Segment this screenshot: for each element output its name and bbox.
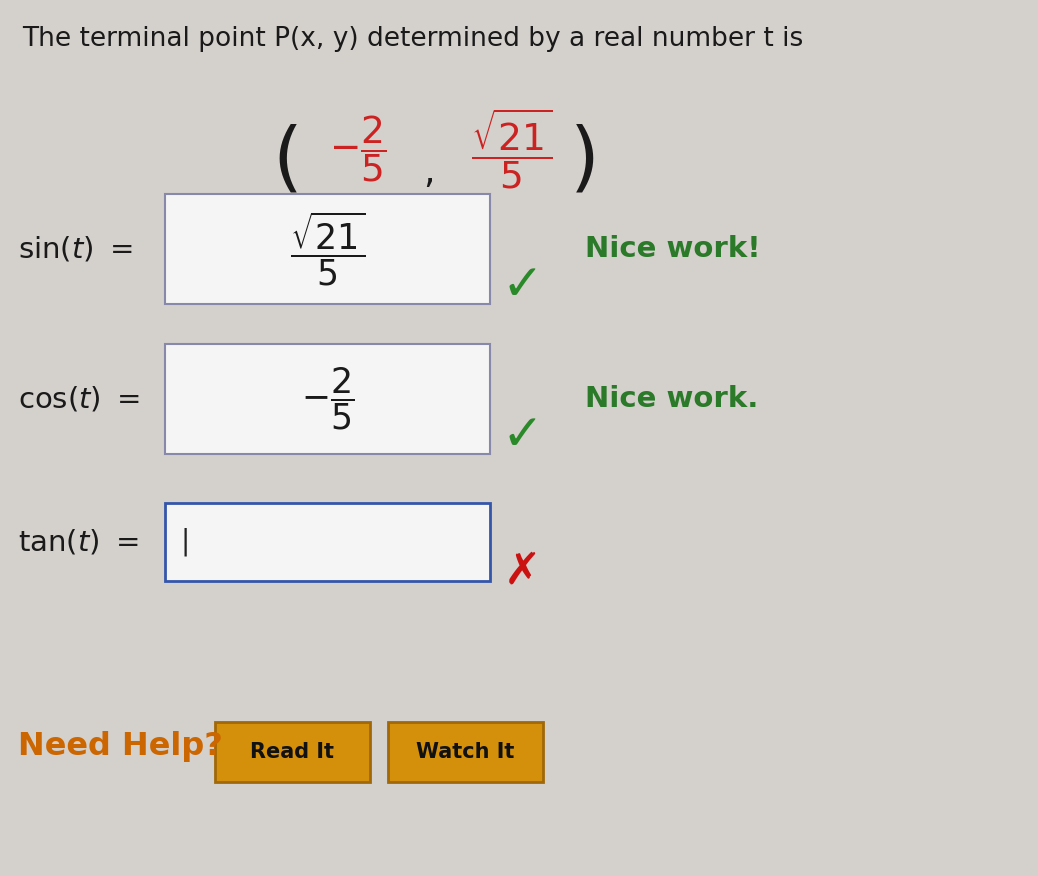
Text: $\dfrac{\sqrt{21}}{5}$: $\dfrac{\sqrt{21}}{5}$ bbox=[471, 107, 552, 192]
FancyBboxPatch shape bbox=[165, 503, 490, 581]
Text: Nice work!: Nice work! bbox=[585, 235, 761, 263]
Text: $-\dfrac{2}{5}$: $-\dfrac{2}{5}$ bbox=[301, 365, 354, 433]
Text: Read It: Read It bbox=[250, 742, 334, 762]
Text: ✓: ✓ bbox=[501, 262, 543, 310]
Text: $\tan(t)\ =$: $\tan(t)\ =$ bbox=[18, 527, 138, 556]
FancyBboxPatch shape bbox=[165, 194, 490, 304]
Text: Nice work.: Nice work. bbox=[585, 385, 759, 413]
Text: $\dfrac{\sqrt{21}}{5}$: $\dfrac{\sqrt{21}}{5}$ bbox=[290, 209, 365, 288]
Text: ✗: ✗ bbox=[503, 549, 541, 592]
Text: ✓: ✓ bbox=[501, 412, 543, 460]
Text: Need Help?: Need Help? bbox=[18, 731, 223, 761]
Text: $)$: $)$ bbox=[570, 124, 595, 198]
Text: $\sin(t)\ =$: $\sin(t)\ =$ bbox=[18, 235, 133, 264]
Text: |: | bbox=[181, 527, 190, 556]
Text: Watch It: Watch It bbox=[416, 742, 515, 762]
FancyBboxPatch shape bbox=[215, 722, 370, 782]
FancyBboxPatch shape bbox=[165, 344, 490, 454]
Text: The terminal point P(x, y) determined by a real number t is: The terminal point P(x, y) determined by… bbox=[22, 26, 803, 52]
Text: $\cos(t)\ =$: $\cos(t)\ =$ bbox=[18, 385, 140, 413]
Text: $,$: $,$ bbox=[424, 156, 433, 190]
FancyBboxPatch shape bbox=[388, 722, 543, 782]
Text: $($: $($ bbox=[272, 124, 298, 198]
Text: $-\dfrac{2}{5}$: $-\dfrac{2}{5}$ bbox=[329, 114, 386, 184]
